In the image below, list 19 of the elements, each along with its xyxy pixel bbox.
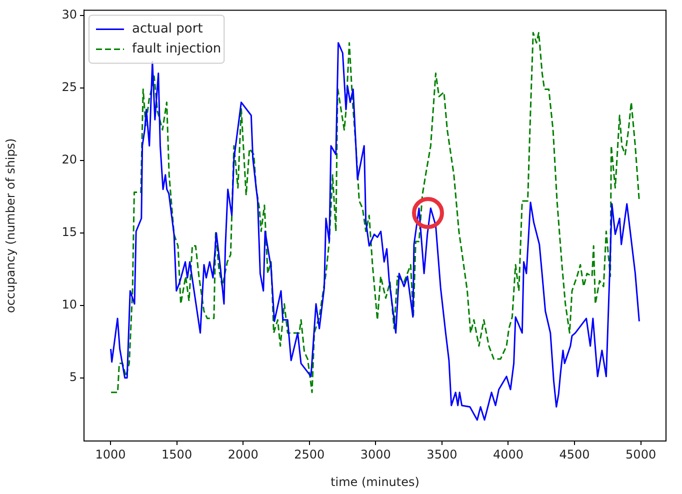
y-tick-label: 5 xyxy=(69,370,77,384)
x-axis-title: time (minutes) xyxy=(330,474,420,489)
x-tick-label: 4500 xyxy=(559,447,590,462)
legend-label: fault injection xyxy=(132,42,222,57)
x-tick-label: 3500 xyxy=(426,447,458,462)
x-tick-label: 1000 xyxy=(95,447,126,462)
y-tick-label: 15 xyxy=(62,224,77,239)
x-tick-label: 3000 xyxy=(360,447,391,462)
y-axis-title: occupancy (number of ships) xyxy=(3,138,18,313)
y-tick-label: 25 xyxy=(62,80,77,94)
x-tick-label: 1500 xyxy=(162,447,192,462)
x-tick-label: 2500 xyxy=(294,447,325,462)
x-tick-label: 2000 xyxy=(228,447,258,462)
y-tick-label: 30 xyxy=(62,7,77,22)
y-tick-label: 10 xyxy=(62,298,77,312)
y-tick-label: 20 xyxy=(62,152,77,166)
x-tick-label: 5000 xyxy=(626,447,656,462)
legend-label: actual port xyxy=(132,22,203,37)
x-tick-label: 4000 xyxy=(492,447,524,462)
